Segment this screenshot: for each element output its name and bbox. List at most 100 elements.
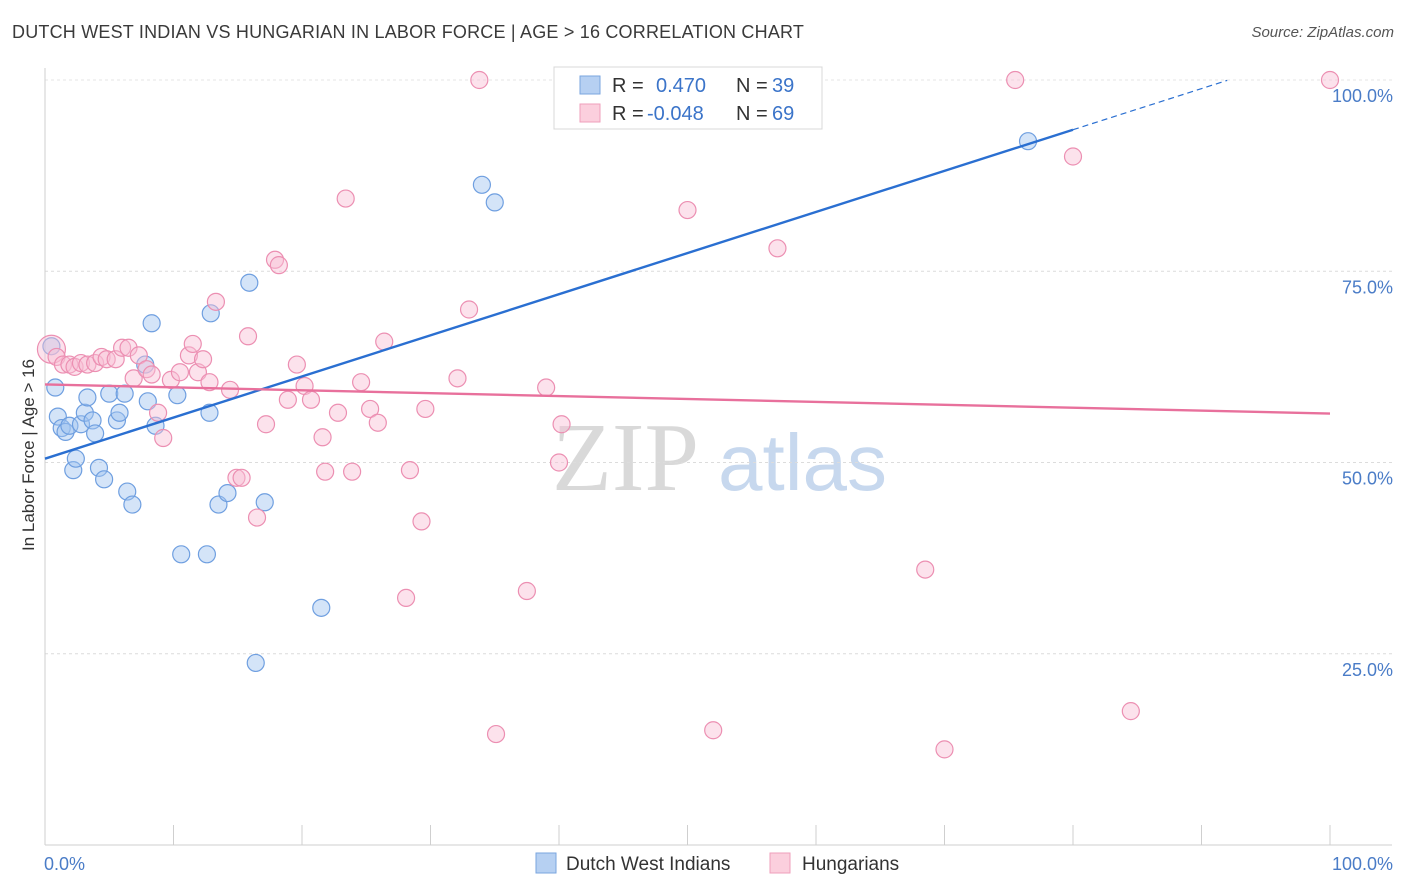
point-dutch-west-indian bbox=[60, 416, 79, 435]
point-hungarian bbox=[486, 724, 506, 744]
tick-labels: 25.0% 50.0% 75.0% 100.0% 0.0% 100.0% bbox=[44, 86, 1393, 874]
point-hungarian bbox=[396, 588, 416, 608]
point-dutch-west-indian bbox=[218, 484, 237, 503]
point-hungarian bbox=[704, 721, 723, 740]
series-hungarians bbox=[36, 70, 1340, 759]
point-dutch-west-indian bbox=[472, 175, 491, 194]
point-hungarian bbox=[916, 560, 935, 579]
y-tick-label: 50.0% bbox=[1342, 469, 1393, 489]
point-hungarian bbox=[112, 338, 132, 357]
point-dutch-west-indian bbox=[46, 378, 65, 397]
point-dutch-west-indian bbox=[110, 403, 129, 422]
point-hungarian bbox=[678, 200, 697, 220]
point-hungarian bbox=[1063, 147, 1083, 166]
point-dutch-west-indian bbox=[255, 493, 274, 512]
legend-r-value-2: -0.048 bbox=[647, 103, 704, 125]
point-hungarian bbox=[154, 428, 173, 448]
point-dutch-west-indian bbox=[138, 392, 157, 411]
point-hungarian bbox=[361, 399, 380, 419]
point-dutch-west-indian bbox=[312, 598, 331, 617]
point-hungarian bbox=[71, 353, 91, 373]
legend-r-label-2: R = bbox=[612, 103, 644, 125]
point-hungarian bbox=[183, 334, 202, 354]
point-hungarian bbox=[119, 338, 138, 357]
point-hungarian bbox=[278, 390, 297, 409]
point-dutch-west-indian bbox=[78, 388, 97, 407]
legend-r-label-1: R = bbox=[612, 75, 644, 97]
point-hungarian bbox=[768, 239, 787, 258]
point-hungarian bbox=[269, 256, 288, 275]
y-axis-label: In Labor Force | Age > 16 bbox=[19, 359, 38, 551]
point-hungarian bbox=[935, 740, 954, 759]
point-dutch-west-indian bbox=[89, 458, 109, 477]
trend-extension-dutch-west-indians bbox=[1072, 79, 1228, 131]
y-tick-label: 100.0% bbox=[1332, 86, 1393, 106]
legend-n-value-1: 39 bbox=[772, 75, 794, 97]
point-hungarian bbox=[459, 300, 479, 319]
point-hungarian bbox=[1006, 70, 1025, 90]
point-hungarian bbox=[549, 453, 569, 472]
point-hungarian bbox=[1320, 70, 1340, 90]
gridlines bbox=[45, 79, 1392, 655]
legend-r-value-1: 0.470 bbox=[656, 75, 706, 97]
trend-line-hungarians bbox=[44, 383, 1331, 415]
point-hungarian bbox=[470, 70, 489, 90]
point-dutch-west-indian bbox=[172, 545, 191, 564]
point-hungarian bbox=[148, 403, 168, 422]
point-hungarian bbox=[129, 346, 148, 365]
legend-n-label-1: N = bbox=[736, 75, 768, 97]
point-dutch-west-indian bbox=[485, 193, 504, 212]
point-hungarian bbox=[537, 378, 556, 397]
bottom-legend-swatch-blue bbox=[535, 852, 557, 874]
point-dutch-west-indian bbox=[201, 304, 220, 323]
point-hungarian bbox=[227, 468, 246, 487]
point-hungarian bbox=[238, 327, 258, 346]
source-label: Source: ZipAtlas.com bbox=[1251, 24, 1394, 41]
legend-n-label-2: N = bbox=[736, 103, 768, 125]
point-dutch-west-indian bbox=[246, 653, 265, 673]
point-hungarian bbox=[1121, 702, 1140, 721]
point-hungarian bbox=[343, 462, 362, 481]
legend: R = 0.470 N = 39 R = -0.048 N = 69 bbox=[553, 66, 823, 130]
point-hungarian bbox=[78, 355, 97, 374]
trend-lines bbox=[44, 79, 1331, 460]
chart-title: DUTCH WEST INDIAN VS HUNGARIAN IN LABOR … bbox=[12, 22, 805, 42]
trend-line-dutch-west-indians bbox=[44, 128, 1074, 460]
point-dutch-west-indian bbox=[240, 273, 259, 292]
point-dutch-west-indian bbox=[142, 314, 161, 333]
point-dutch-west-indian bbox=[115, 384, 134, 403]
point-dutch-west-indian bbox=[86, 424, 105, 443]
point-hungarian bbox=[106, 350, 125, 369]
point-hungarian bbox=[193, 350, 213, 369]
point-hungarian bbox=[247, 508, 267, 527]
point-hungarian bbox=[368, 413, 387, 432]
point-dutch-west-indian bbox=[100, 384, 119, 403]
point-hungarian bbox=[328, 403, 348, 422]
point-hungarian bbox=[412, 512, 431, 531]
point-hungarian bbox=[336, 189, 355, 208]
point-hungarian bbox=[142, 365, 161, 384]
point-hungarian bbox=[313, 428, 332, 447]
point-hungarian bbox=[200, 373, 219, 392]
point-dutch-west-indian bbox=[66, 449, 85, 468]
legend-swatch-blue bbox=[579, 75, 601, 95]
point-hungarian bbox=[170, 363, 190, 382]
point-dutch-west-indian bbox=[42, 337, 61, 356]
point-dutch-west-indian bbox=[95, 470, 114, 489]
point-hungarian bbox=[316, 462, 335, 481]
legend-swatch-pink bbox=[579, 103, 601, 123]
bottom-legend-swatch-pink bbox=[769, 852, 791, 874]
point-dutch-west-indian bbox=[197, 545, 217, 564]
point-hungarian bbox=[352, 373, 371, 392]
x-tick-label: 100.0% bbox=[1332, 854, 1393, 874]
point-hungarian bbox=[206, 292, 226, 311]
point-dutch-west-indian bbox=[123, 495, 142, 514]
point-hungarian bbox=[400, 461, 420, 480]
axes bbox=[44, 68, 1392, 846]
point-hungarian bbox=[232, 468, 251, 487]
point-hungarian bbox=[179, 346, 199, 365]
point-dutch-west-indian bbox=[168, 386, 187, 405]
watermark-zip: ZIP bbox=[552, 404, 699, 512]
point-hungarian bbox=[416, 399, 435, 419]
bottom-legend: Dutch West Indians Hungarians bbox=[535, 852, 899, 875]
